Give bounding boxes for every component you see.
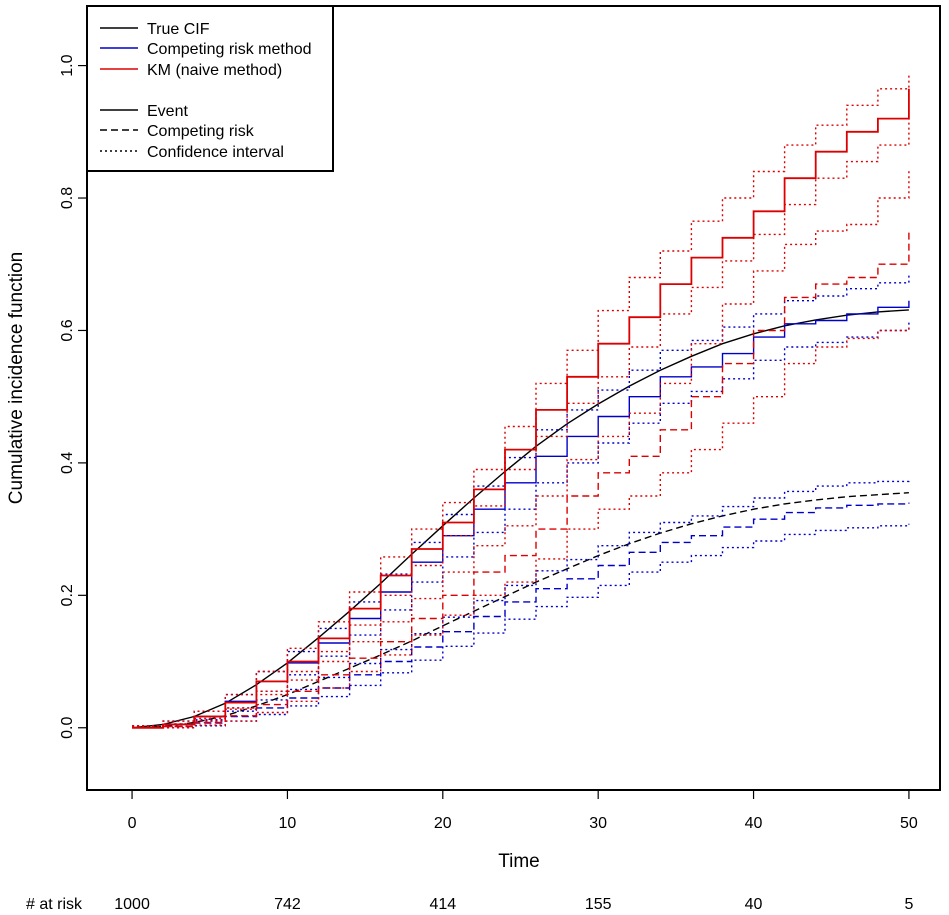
y-tick-label-1: 0.2 bbox=[59, 584, 76, 606]
at-risk-count-5: 5 bbox=[904, 896, 913, 913]
legend-label-3: Event bbox=[147, 103, 188, 120]
x-tick-label-3: 30 bbox=[589, 815, 607, 832]
y-axis: 0.0 0.2 0.4 0.6 0.8 1.0 bbox=[59, 54, 87, 739]
legend-label-5: Confidence interval bbox=[147, 144, 284, 161]
y-tick-label-4: 0.8 bbox=[59, 187, 76, 209]
series-6 bbox=[132, 523, 910, 729]
legend-label-1: Competing risk method bbox=[147, 41, 312, 58]
series-10 bbox=[132, 75, 910, 727]
y-tick-label-5: 1.0 bbox=[59, 54, 76, 76]
series-1 bbox=[132, 492, 909, 729]
legend-box bbox=[86, 5, 334, 172]
at-risk-count-1: 742 bbox=[274, 896, 301, 913]
y-tick-label-0: 0.0 bbox=[59, 717, 76, 739]
y-axis-label: Cumulative incidence function bbox=[6, 252, 27, 504]
legend: True CIF Competing risk method KM (naive m… bbox=[86, 5, 334, 172]
series-2 bbox=[132, 300, 910, 729]
legend-label-4: Competing risk bbox=[147, 123, 255, 140]
x-axis: 0 10 20 30 40 50 bbox=[128, 790, 918, 832]
series-12 bbox=[132, 327, 910, 729]
at-risk-label: # at risk bbox=[26, 896, 83, 913]
x-tick-label-1: 10 bbox=[279, 815, 297, 832]
legend-label-0: True CIF bbox=[147, 21, 210, 38]
at-risk-count-3: 155 bbox=[585, 896, 612, 913]
x-tick-label-0: 0 bbox=[128, 815, 137, 832]
at-risk-row: # at risk 1000 742 414 155 40 5 bbox=[26, 896, 913, 913]
series-13 bbox=[132, 168, 910, 728]
at-risk-count-2: 414 bbox=[429, 896, 456, 913]
x-axis-label: Time bbox=[498, 851, 540, 872]
at-risk-count-0: 1000 bbox=[114, 896, 150, 913]
x-tick-label-4: 40 bbox=[745, 815, 763, 832]
series-layer bbox=[132, 75, 910, 729]
series-11 bbox=[132, 231, 910, 729]
at-risk-count-4: 40 bbox=[745, 896, 763, 913]
y-tick-label-3: 0.6 bbox=[59, 319, 76, 341]
series-8 bbox=[132, 88, 910, 729]
series-9 bbox=[132, 118, 910, 729]
x-tick-label-5: 50 bbox=[900, 815, 918, 832]
plot-frame bbox=[86, 5, 941, 791]
legend-label-2: KM (naive method) bbox=[147, 62, 282, 79]
series-0 bbox=[132, 309, 909, 729]
x-tick-label-2: 20 bbox=[434, 815, 452, 832]
series-7 bbox=[132, 479, 910, 728]
series-3 bbox=[132, 322, 910, 729]
series-4 bbox=[132, 275, 910, 727]
series-5 bbox=[132, 502, 910, 729]
y-tick-label-2: 0.4 bbox=[59, 452, 76, 474]
